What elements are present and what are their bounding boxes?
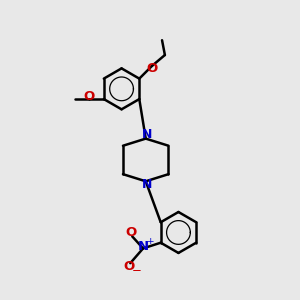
Text: N: N [138,240,149,253]
Text: −: − [132,264,142,277]
Text: O: O [83,90,95,103]
Text: +: + [146,237,153,246]
Text: N: N [141,128,152,141]
Text: O: O [146,61,157,75]
Text: O: O [125,226,137,239]
Text: N: N [141,178,152,191]
Text: O: O [124,260,135,273]
